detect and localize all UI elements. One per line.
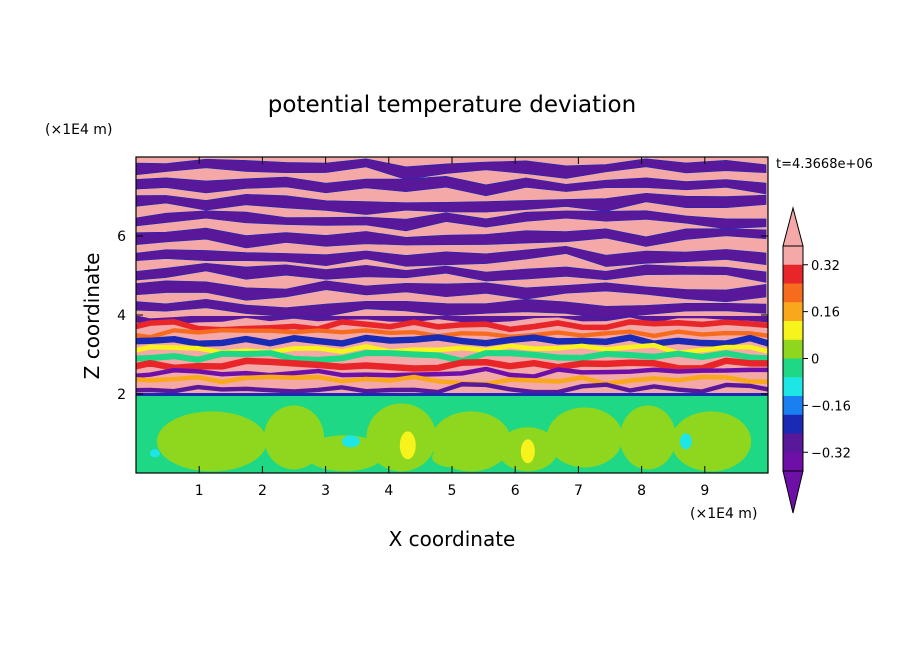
mixed-streak: [136, 328, 768, 340]
y-tick-label: 4: [117, 308, 126, 324]
cold-band: [136, 245, 767, 267]
field-blob: [679, 433, 692, 450]
colorbar-label: −0.16: [811, 399, 851, 414]
time-label: t=4.3668e+06: [776, 157, 873, 172]
x-tick-label: 3: [321, 483, 330, 499]
field-blob: [520, 439, 535, 464]
x-tick-label: 1: [195, 483, 204, 499]
cold-band: [136, 210, 767, 232]
field-blob: [304, 435, 385, 472]
y-unit-label: (×1E4 m): [45, 122, 112, 138]
cold-band: [136, 280, 767, 303]
lower-blobs: [149, 403, 752, 472]
middle-streaks: [136, 310, 768, 396]
colorbar-band: [783, 377, 803, 397]
mixed-streak: [136, 357, 768, 372]
cold-band: [136, 175, 767, 197]
colorbar-band: [783, 339, 803, 359]
colorbar-band: [783, 433, 803, 453]
x-tick-label: 5: [448, 483, 457, 499]
y-axis-ticks: 2 4 6: [117, 229, 768, 403]
field-blob: [341, 435, 360, 448]
colorbar-min-extend: [782, 470, 804, 514]
colorbar-max-extend: [782, 206, 804, 247]
x-tick-label: 9: [700, 483, 709, 499]
colorbar-band: [783, 321, 803, 341]
x-tick-label: 4: [384, 483, 393, 499]
colorbar-label: 0.16: [811, 306, 840, 321]
mixed-streak: [136, 382, 768, 395]
mixed-streak: [136, 366, 768, 379]
mixed-streak: [136, 310, 768, 326]
mixed-streak: [136, 374, 768, 387]
upper-bands: [136, 158, 767, 320]
x-unit-label: (×1E4 m): [690, 506, 757, 522]
field-blob: [546, 407, 623, 468]
y-tick-label: 6: [117, 229, 126, 245]
mixed-streak: [136, 350, 768, 365]
cold-band: [136, 192, 767, 215]
interface-line: [136, 393, 768, 396]
field-blob: [149, 449, 160, 458]
colorbar: 0.32 0.16 0 −0.16 −0.32: [782, 206, 851, 514]
field-blob: [432, 447, 472, 468]
cold-band: [136, 298, 767, 320]
field-blob: [671, 411, 752, 472]
x-axis-ticks: 1 2 3 4 5 6 7 8 9: [195, 157, 709, 499]
mixed-streak: [136, 334, 768, 347]
x-tick-label: 8: [637, 483, 646, 499]
x-tick-label: 2: [258, 483, 267, 499]
colorbar-band: [783, 246, 803, 266]
x-tick-label: 6: [511, 483, 520, 499]
colorbar-label: 0.32: [811, 259, 840, 274]
field-blob: [619, 405, 676, 470]
colorbar-band: [783, 264, 803, 284]
x-tick-label: 7: [574, 483, 583, 499]
contour-field: [136, 157, 768, 473]
colorbar-band: [783, 283, 803, 303]
colorbar-band: [783, 302, 803, 322]
field-blob: [399, 431, 416, 460]
colorbar-band: [783, 396, 803, 416]
cold-band: [136, 158, 767, 180]
y-axis-title: Z coordinate: [80, 253, 104, 380]
colorbar-band: [783, 358, 803, 378]
cold-band: [136, 263, 767, 283]
colorbar-band: [783, 414, 803, 434]
chart-title: potential temperature deviation: [268, 92, 636, 118]
cold-band: [136, 227, 767, 249]
y-tick-label: 2: [117, 387, 126, 403]
field-blob: [156, 411, 267, 472]
colorbar-label: 0: [811, 353, 819, 368]
colorbar-label: −0.32: [811, 446, 851, 461]
colorbar-band: [783, 452, 803, 472]
x-axis-title: X coordinate: [389, 527, 516, 551]
